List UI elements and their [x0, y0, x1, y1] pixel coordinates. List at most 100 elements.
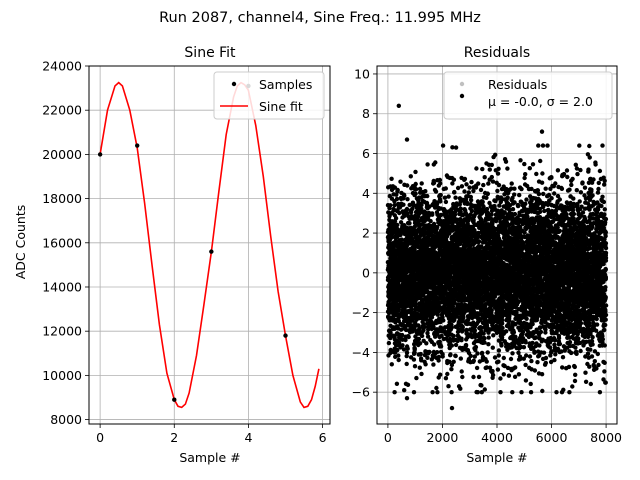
residual-point: [416, 323, 421, 328]
y-tick-label: 22000: [42, 103, 82, 118]
residual-point: [428, 218, 433, 224]
y-tick-label: 14000: [42, 279, 82, 294]
residual-point: [394, 381, 400, 386]
residual-point: [453, 342, 459, 348]
residual-point: [475, 351, 480, 356]
residual-point: [441, 318, 446, 323]
residual-point: [505, 195, 510, 200]
residual-point: [489, 162, 494, 168]
residual-point: [482, 175, 487, 180]
sample-point: [172, 397, 177, 402]
residual-point: [413, 181, 418, 187]
x-tick-label: 4: [244, 430, 252, 445]
residual-point: [507, 313, 512, 318]
residual-point: [476, 239, 482, 244]
residual-point: [438, 344, 444, 349]
x-tick-label: 0: [96, 430, 104, 445]
residual-point: [443, 376, 449, 381]
residual-point: [404, 350, 410, 355]
residual-point: [498, 390, 503, 395]
residual-point: [402, 213, 407, 219]
residual-point: [405, 346, 410, 351]
y-tick-label: 16000: [42, 235, 82, 250]
residual-point: [395, 347, 400, 353]
sine-fit-legend-label-0: Samples: [259, 77, 312, 92]
residual-point: [500, 321, 505, 326]
residual-point: [509, 181, 514, 186]
residual-point: [406, 334, 411, 340]
residual-point: [418, 351, 423, 357]
sample-point: [283, 333, 288, 338]
residual-point: [451, 333, 456, 339]
residual-point: [490, 368, 495, 374]
residual-point: [404, 353, 409, 359]
residual-point: [469, 179, 474, 185]
residual-point: [513, 365, 518, 370]
residual-point: [464, 182, 469, 187]
residual-point: [434, 350, 440, 355]
residual-point: [412, 364, 418, 369]
residual-point: [433, 189, 439, 194]
residual-point: [388, 330, 393, 335]
sine-fit-legend: Samples Sine fit: [213, 71, 325, 120]
residual-point: [459, 184, 465, 189]
residual-point: [490, 372, 496, 378]
residual-point: [492, 355, 498, 360]
residual-point: [399, 237, 404, 242]
residual-point: [438, 181, 443, 186]
residual-point: [438, 199, 443, 204]
residual-point: [475, 390, 480, 395]
residual-point: [427, 349, 432, 355]
residual-point: [495, 367, 501, 372]
residual-point: [431, 362, 436, 367]
residual-point: [394, 196, 400, 202]
residual-point: [489, 212, 494, 217]
residual-point: [512, 374, 518, 379]
y-tick-label: 12000: [42, 324, 82, 339]
residual-point: [425, 193, 430, 199]
residual-point: [471, 374, 476, 380]
residual-point: [496, 348, 502, 353]
residual-point: [419, 181, 424, 186]
residual-point: [395, 187, 400, 193]
residual-point: [446, 384, 451, 389]
residual-point: [404, 243, 410, 248]
residual-point: [512, 186, 517, 191]
residual-point: [414, 375, 419, 381]
residuals-data: [385, 103, 609, 411]
residual-point: [448, 352, 453, 357]
residual-point: [424, 341, 429, 346]
residual-point: [461, 315, 466, 320]
sine-fit-xlabel: Sample #: [179, 450, 240, 465]
residual-point: [405, 382, 411, 387]
residual-point: [419, 333, 425, 339]
residual-point: [468, 197, 474, 203]
residual-point: [425, 355, 430, 360]
residual-point: [479, 350, 485, 356]
residuals-panel: Residuals Sample # 0 2000 4000 6000 8000−6−4…: [352, 45, 622, 465]
residual-point: [394, 192, 399, 197]
residual-point: [405, 183, 410, 188]
residual-point: [425, 162, 430, 167]
residual-point: [505, 166, 510, 171]
residual-point: [396, 353, 401, 358]
residual-point: [440, 354, 445, 359]
residual-point: [446, 194, 451, 199]
residual-point: [423, 189, 428, 194]
residual-point: [407, 202, 412, 208]
residual-point: [489, 174, 494, 180]
residual-point: [463, 342, 469, 348]
residual-point: [400, 332, 405, 338]
residual-point: [459, 336, 464, 341]
residual-point: [512, 192, 517, 197]
residual-point: [398, 220, 404, 225]
residual-point: [412, 224, 417, 229]
residual-point: [482, 387, 487, 392]
y-tick-label: 8000: [50, 412, 82, 427]
residual-point: [510, 351, 515, 356]
residual-point: [485, 350, 490, 355]
residual-point: [389, 235, 394, 240]
residual-point: [516, 372, 522, 377]
residual-point: [386, 340, 392, 346]
residual-point: [493, 152, 498, 157]
